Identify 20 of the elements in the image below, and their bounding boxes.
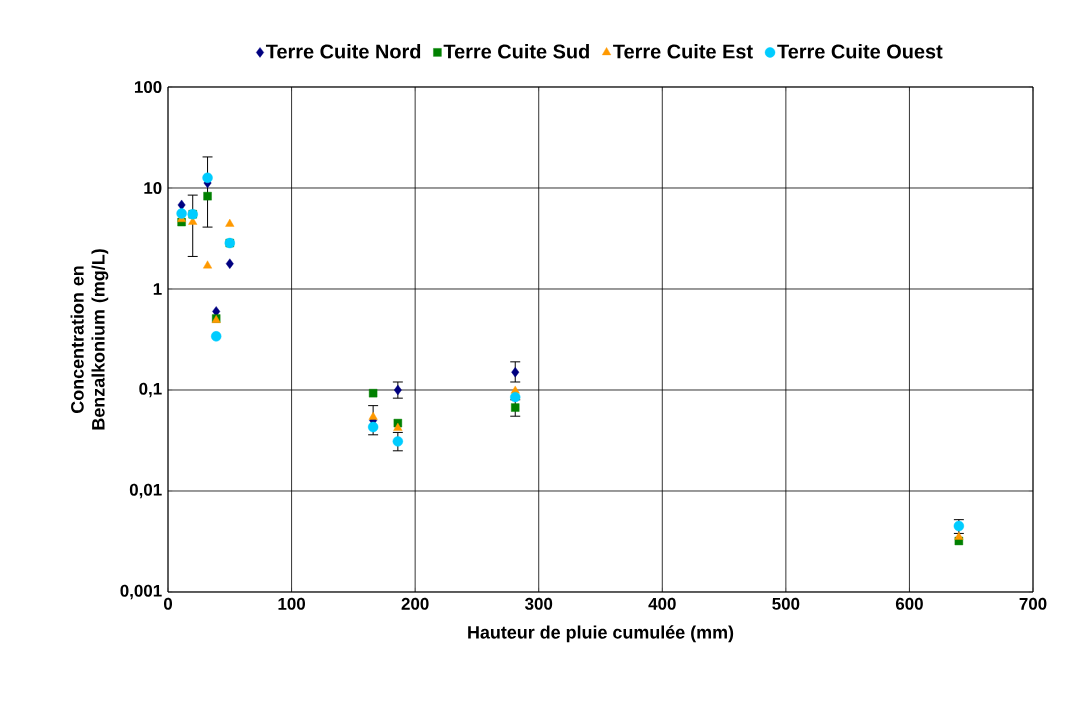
y-tick-label: 10 bbox=[144, 181, 162, 194]
legend-label: Terre Cuite Ouest bbox=[777, 43, 943, 59]
legend-label: Terre Cuite Nord bbox=[265, 43, 421, 59]
x-tick-label: 400 bbox=[648, 597, 676, 610]
x-axis-title: Hauteur de pluie cumulée (mm) bbox=[468, 625, 734, 643]
legend-label: Terre Cuite Est bbox=[613, 43, 753, 59]
y-tick-label: 0,1 bbox=[139, 382, 162, 398]
x-tick-label: 0 bbox=[163, 597, 173, 610]
y-tick-label: 100 bbox=[134, 80, 162, 93]
x-tick-label: 700 bbox=[1019, 597, 1047, 610]
y-tick-label: 0,001 bbox=[120, 584, 162, 600]
y-tick-label: 1 bbox=[153, 283, 162, 295]
x-tick-label: 600 bbox=[895, 597, 923, 610]
x-tick-label: 300 bbox=[524, 597, 553, 610]
x-tick-label: 500 bbox=[772, 597, 800, 610]
legend-label: Terre Cuite Sud bbox=[443, 43, 589, 59]
x-tick-label: 100 bbox=[278, 597, 305, 610]
y-tick-label: 0,01 bbox=[129, 483, 162, 499]
y-axis-title: Concentration en Benzalkonium (mg/L) bbox=[70, 249, 109, 430]
x-tick-label: 200 bbox=[401, 597, 429, 610]
